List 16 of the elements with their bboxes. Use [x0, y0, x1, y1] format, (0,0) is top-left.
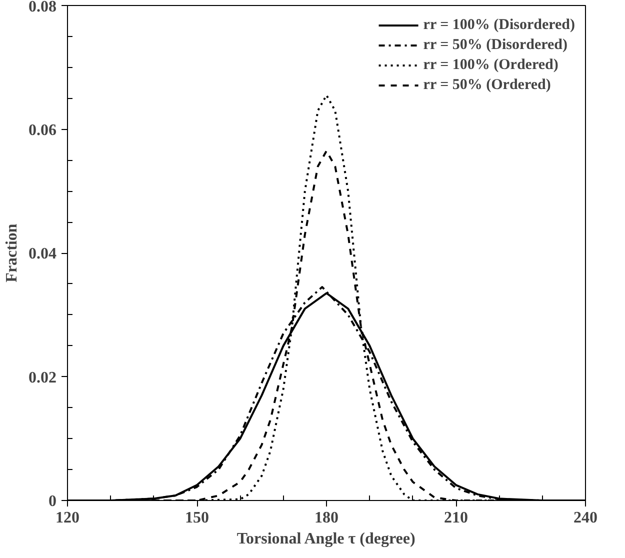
- y-tick-label: 0.02: [28, 369, 56, 386]
- x-tick-label: 120: [56, 510, 80, 526]
- x-tick-label: 150: [185, 510, 209, 526]
- y-tick-label: 0: [48, 493, 56, 510]
- y-axis-title: Fraction: [4, 224, 20, 282]
- legend-label: rr = 50% (Disordered): [423, 36, 568, 54]
- y-tick-label: 0.06: [28, 122, 56, 139]
- y-tick-label: 0.08: [28, 0, 56, 16]
- x-tick-label: 180: [314, 510, 338, 526]
- x-tick-label: 210: [444, 510, 468, 526]
- legend-label: rr = 100% (Disordered): [423, 16, 575, 34]
- legend-label: rr = 100% (Ordered): [423, 56, 558, 74]
- x-tick-label: 240: [574, 510, 598, 526]
- legend-label: rr = 50% (Ordered): [423, 76, 551, 94]
- y-tick-label: 0.04: [28, 246, 56, 262]
- x-axis-title: Torsional Angle τ (degree): [236, 530, 416, 548]
